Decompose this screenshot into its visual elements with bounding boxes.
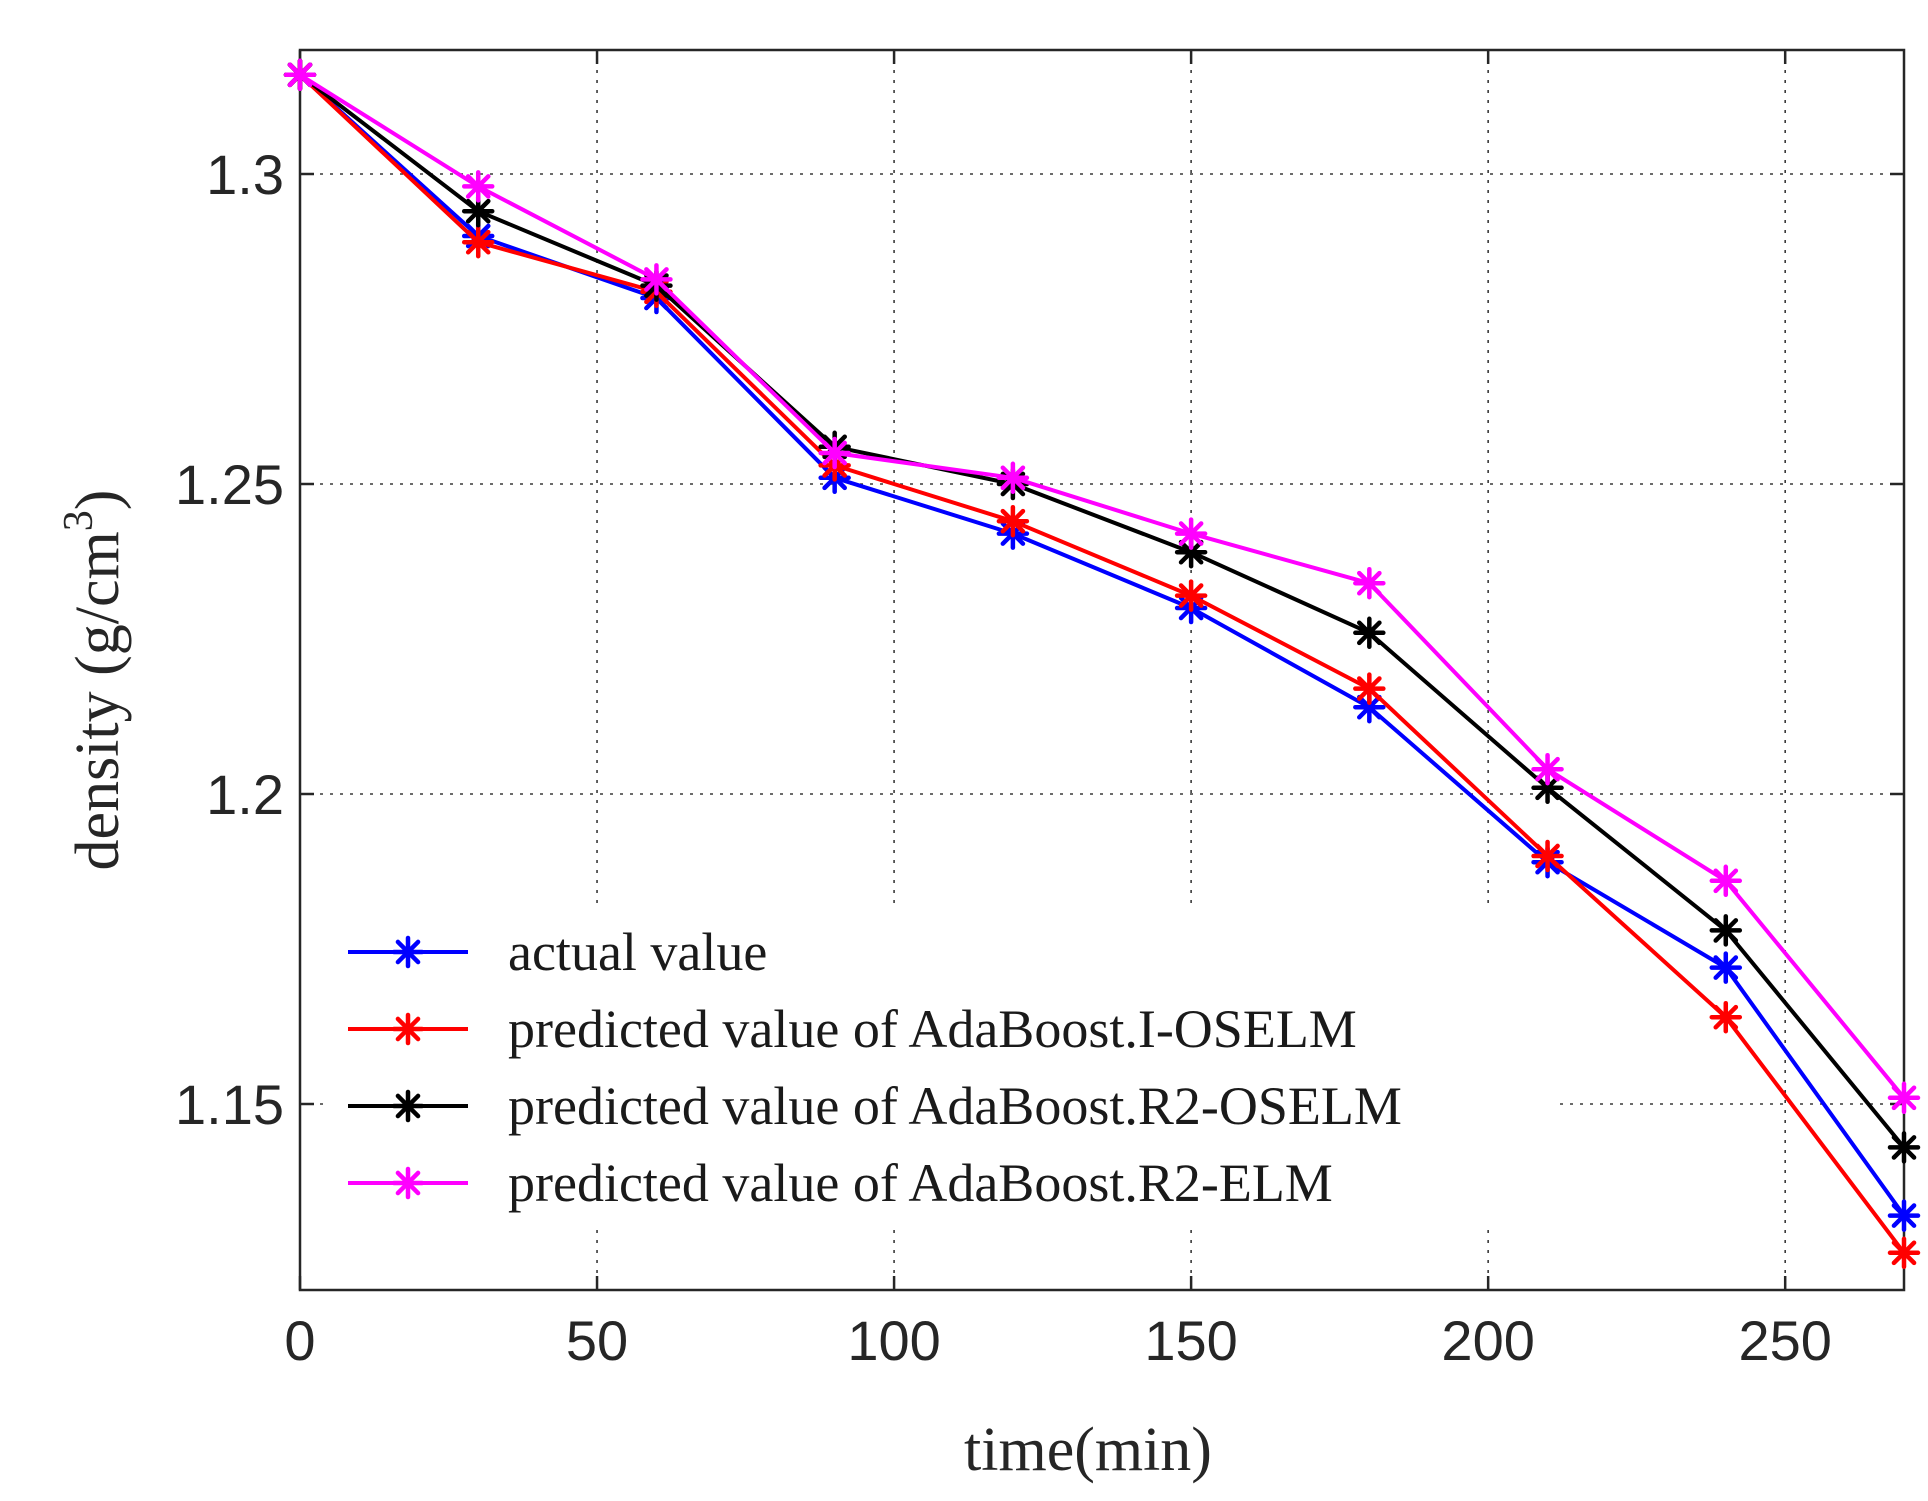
data-point (1709, 951, 1743, 984)
marker-stroke (1000, 465, 1026, 491)
data-point (461, 225, 495, 259)
legend-marker (391, 1012, 425, 1046)
legend-label: predicted value of AdaBoost.R2-OSELM (508, 1076, 1402, 1136)
marker-stroke (465, 229, 491, 255)
x-tick-label: 100 (847, 1309, 940, 1372)
y-axis-label-close: ) (64, 490, 132, 511)
series-4 (283, 58, 1921, 1115)
legend-label: predicted value of AdaBoost.R2-ELM (508, 1153, 1333, 1213)
data-point (1887, 1236, 1921, 1270)
marker-stroke (1891, 1085, 1917, 1111)
marker-stroke (1535, 775, 1560, 801)
marker-stroke (1178, 521, 1204, 546)
y-tick-label: 1.2 (206, 763, 284, 826)
series-line (298, 73, 1906, 1149)
marker-stroke (1357, 620, 1382, 646)
plot-area-frame (298, 48, 1906, 1292)
marker-stroke (1357, 570, 1382, 596)
marker-stroke (822, 440, 847, 466)
data-point (1353, 566, 1386, 600)
legend-marker (391, 1089, 425, 1123)
data-point (1531, 771, 1564, 805)
data-point (1887, 1131, 1921, 1164)
data-point (996, 461, 1030, 495)
legend-item: predicted value of AdaBoost.R2-OSELM (348, 1076, 1402, 1136)
y-tick-label: 1.25 (175, 453, 284, 516)
marker-stroke (395, 1093, 421, 1119)
data-point (1709, 1000, 1743, 1034)
data-point (1353, 616, 1386, 650)
x-tick-label: 250 (1738, 1309, 1831, 1372)
marker-stroke (1000, 508, 1026, 534)
data-point (1887, 1199, 1921, 1232)
legend-marker (391, 1166, 425, 1200)
x-axis-label: time(min) (964, 1416, 1212, 1484)
marker-stroke (395, 1016, 421, 1042)
legend-background (328, 906, 1558, 1228)
x-tick-label: 150 (1144, 1309, 1237, 1372)
x-tick-label: 50 (566, 1309, 628, 1372)
series-group (283, 58, 1921, 1270)
data-point (1887, 1081, 1921, 1115)
marker-stroke (1357, 676, 1382, 701)
data-point (996, 504, 1030, 538)
data-point (1709, 864, 1743, 898)
marker-stroke (1178, 539, 1204, 565)
marker-stroke (1178, 583, 1204, 608)
data-point (1709, 914, 1743, 947)
data-point (1174, 579, 1208, 612)
marker-stroke (395, 1170, 421, 1196)
legend-item: predicted value of AdaBoost.R2-ELM (348, 1153, 1333, 1213)
data-point (640, 263, 673, 296)
legend-item: actual value (348, 922, 767, 982)
legend-marker (391, 935, 425, 969)
data-point (461, 170, 495, 203)
y-axis-label-superscript: 3 (56, 510, 102, 531)
marker-stroke (1357, 694, 1382, 720)
series-line (298, 73, 1906, 1255)
data-point (283, 58, 317, 92)
legend: actual value predicted value of AdaBoost.… (328, 906, 1558, 1228)
y-axis-label: density (g/cm3) (56, 490, 132, 871)
marker-stroke (465, 174, 491, 199)
data-point (1353, 672, 1386, 705)
data-point (818, 436, 851, 470)
marker-stroke (1891, 1135, 1917, 1160)
marker-stroke (1535, 756, 1560, 782)
data-point (1353, 690, 1386, 724)
marker-stroke (1713, 918, 1739, 943)
series-2 (283, 58, 1921, 1270)
marker-stroke (1713, 1004, 1739, 1030)
y-axis-label-main: density (g/cm (64, 531, 132, 870)
marker-stroke (1891, 1203, 1917, 1228)
marker-stroke (395, 939, 421, 965)
marker-stroke (1535, 843, 1560, 869)
y-tick-label: 1.3 (206, 143, 284, 206)
series-line (298, 73, 1906, 1100)
data-point (1174, 517, 1208, 550)
legend-label: actual value (508, 922, 767, 982)
data-point (1531, 839, 1564, 873)
marker-stroke (1713, 868, 1739, 894)
marker-stroke (1713, 955, 1739, 980)
legend-label: predicted value of AdaBoost.I-OSELM (508, 999, 1357, 1059)
axis-ticks: 0 50 100 150 200 250 1.15 1.2 1.25 1.3 (175, 50, 1904, 1372)
marker-stroke (1891, 1240, 1917, 1266)
marker-stroke (644, 267, 669, 292)
data-point (1531, 752, 1564, 786)
x-tick-label: 0 (284, 1309, 315, 1372)
x-tick-label: 200 (1441, 1309, 1534, 1372)
marker-stroke (465, 198, 491, 224)
y-tick-label: 1.15 (175, 1073, 284, 1136)
legend-item: predicted value of AdaBoost.I-OSELM (348, 999, 1357, 1059)
marker-stroke (287, 62, 313, 88)
